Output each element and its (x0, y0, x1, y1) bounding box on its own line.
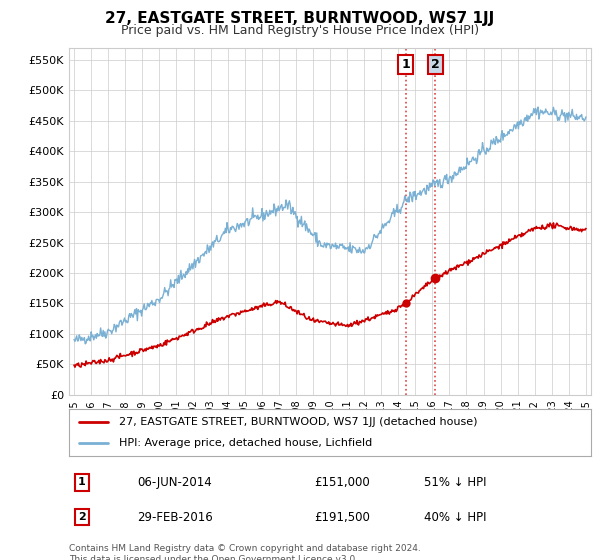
Text: 2: 2 (78, 512, 86, 522)
Text: Contains HM Land Registry data © Crown copyright and database right 2024.
This d: Contains HM Land Registry data © Crown c… (69, 544, 421, 560)
Text: £191,500: £191,500 (314, 511, 370, 524)
Text: 2: 2 (431, 58, 439, 71)
Text: HPI: Average price, detached house, Lichfield: HPI: Average price, detached house, Lich… (119, 438, 372, 448)
Text: 29-FEB-2016: 29-FEB-2016 (137, 511, 212, 524)
Text: 1: 1 (401, 58, 410, 71)
Text: 06-JUN-2014: 06-JUN-2014 (137, 476, 212, 489)
Text: 27, EASTGATE STREET, BURNTWOOD, WS7 1JJ (detached house): 27, EASTGATE STREET, BURNTWOOD, WS7 1JJ … (119, 417, 477, 427)
Text: 40% ↓ HPI: 40% ↓ HPI (424, 511, 487, 524)
Text: 1: 1 (78, 478, 86, 487)
Text: £151,000: £151,000 (314, 476, 370, 489)
Text: Price paid vs. HM Land Registry's House Price Index (HPI): Price paid vs. HM Land Registry's House … (121, 24, 479, 37)
Text: 27, EASTGATE STREET, BURNTWOOD, WS7 1JJ: 27, EASTGATE STREET, BURNTWOOD, WS7 1JJ (106, 11, 494, 26)
Text: 51% ↓ HPI: 51% ↓ HPI (424, 476, 487, 489)
